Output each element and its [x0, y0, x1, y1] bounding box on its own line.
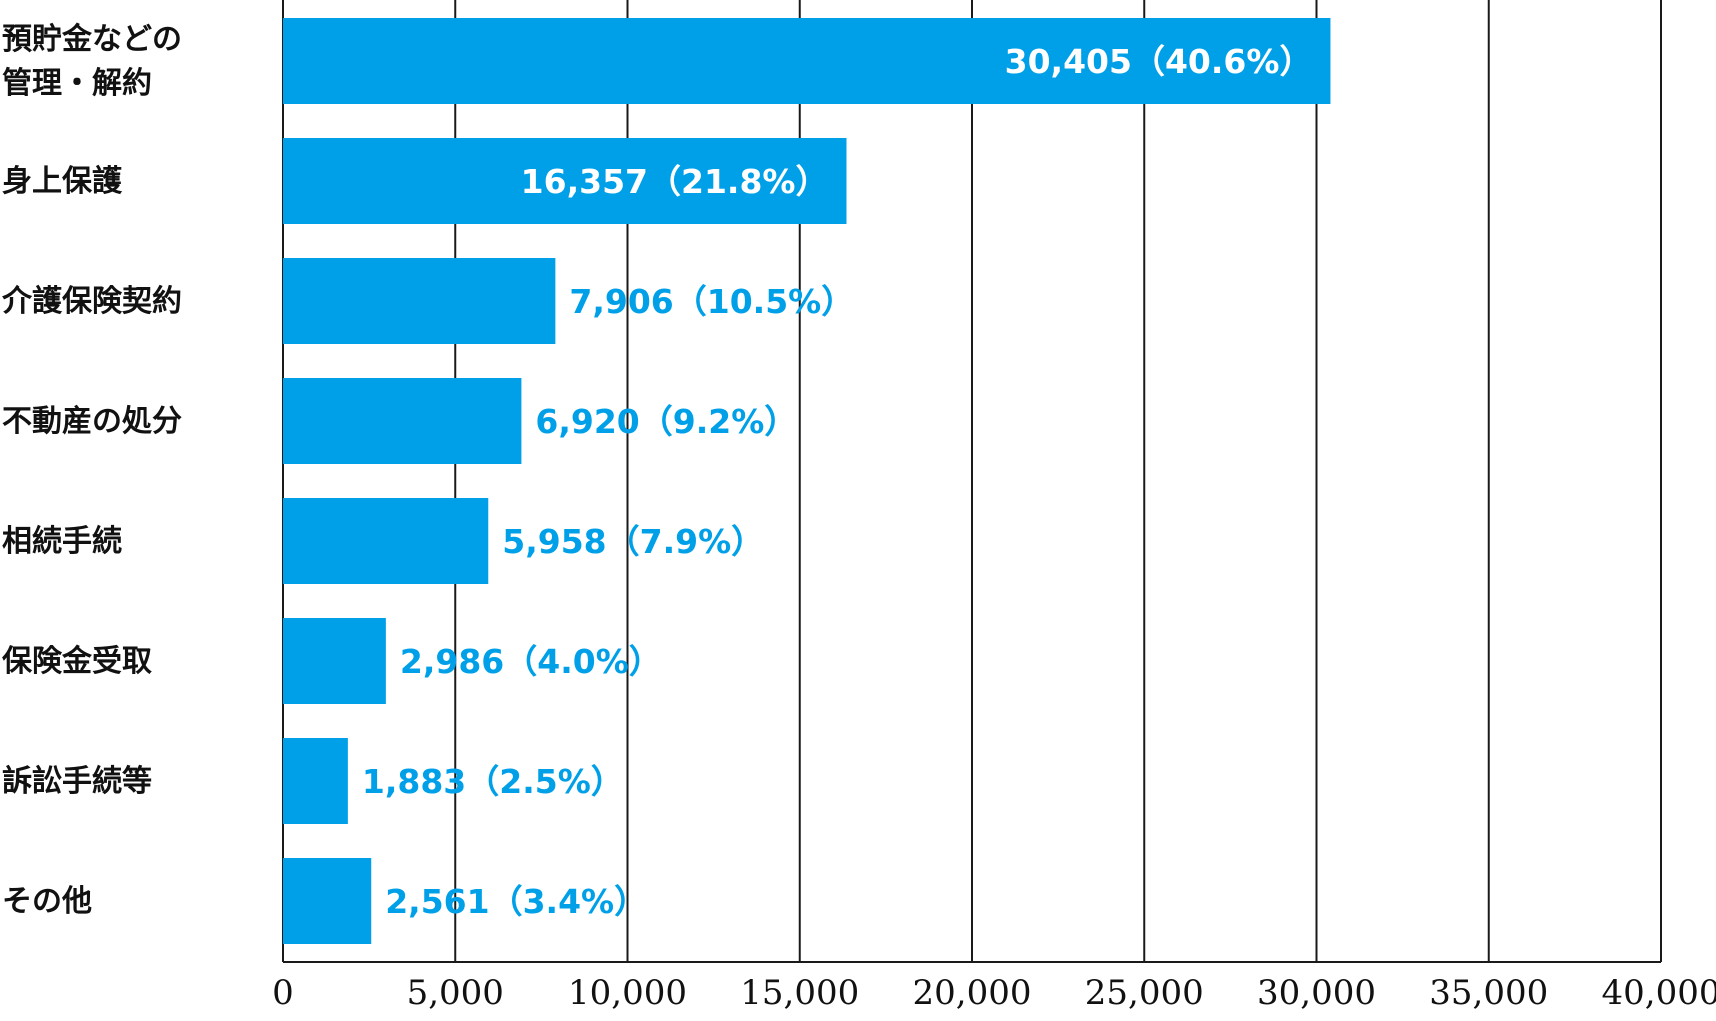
x-tick-label: 15,000 — [740, 973, 859, 1013]
x-tick-label: 35,000 — [1429, 973, 1548, 1013]
category-label: 身上保護 — [2, 164, 123, 199]
category-labels: 預貯金などの管理・解約身上保護介護保険契約不動産の処分相続手続保険金受取訴訟手続… — [1, 22, 182, 919]
bar-6 — [283, 738, 348, 824]
bar-3 — [283, 378, 522, 464]
data-labels: 30,405（40.6%） 16,357（21.8%） 7,906（10.5%） 6,… — [362, 42, 1313, 921]
x-tick-label: 5,000 — [407, 973, 504, 1013]
bar-4 — [283, 498, 489, 584]
x-tick-label: 0 — [272, 973, 294, 1013]
data-label: 2,561（3.4%） — [385, 882, 647, 921]
x-tick-label: 20,000 — [913, 973, 1032, 1013]
category-label: 訴訟手続等 — [2, 764, 152, 799]
category-label: 不動産の処分 — [2, 404, 182, 439]
data-label: 30,405（40.6%） — [1005, 42, 1313, 81]
x-tick-label: 25,000 — [1085, 973, 1204, 1013]
bars — [283, 18, 1331, 944]
bar-2 — [283, 258, 556, 344]
x-tick-label: 40,000 — [1602, 973, 1716, 1013]
x-tick-label: 10,000 — [568, 973, 687, 1013]
bar-1 — [283, 138, 847, 224]
category-label: 保険金受取 — [2, 644, 152, 679]
data-label: 7,906（10.5%） — [569, 282, 854, 321]
data-label: 6,920（9.2%） — [535, 402, 797, 441]
category-label: 預貯金などの — [2, 22, 182, 57]
category-label: 管理・解約 — [2, 66, 152, 101]
category-label: 介護保険契約 — [1, 284, 182, 319]
bar-0 — [283, 18, 1331, 104]
x-tick-label: 30,000 — [1257, 973, 1376, 1013]
data-label: 5,958（7.9%） — [502, 522, 764, 561]
bar-5 — [283, 618, 386, 704]
x-axis-tick-labels: 0 5,000 10,000 15,000 20,000 25,000 30,000 35,0… — [272, 973, 1716, 1013]
data-label: 2,986（4.0%） — [400, 642, 662, 681]
data-label: 1,883（2.5%） — [362, 762, 624, 801]
bar-7 — [283, 858, 372, 944]
category-label: その他 — [2, 884, 92, 919]
data-label: 16,357（21.8%） — [521, 162, 829, 201]
category-label: 相続手続 — [2, 524, 122, 559]
